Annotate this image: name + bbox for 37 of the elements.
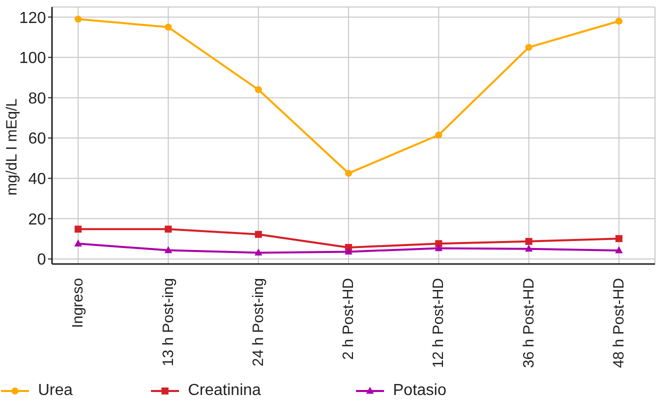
point <box>164 24 172 31</box>
point <box>525 238 532 245</box>
point <box>435 131 442 138</box>
y-axis-title: mg/dL I mEq/L <box>3 98 20 196</box>
point <box>434 244 443 252</box>
x-tick-label: 36 h Post-HD <box>520 278 538 368</box>
y-tick-label: 120 <box>19 10 46 27</box>
x-tick-label: 13 h Post-ing <box>160 278 177 366</box>
point <box>74 226 82 233</box>
point <box>164 226 172 233</box>
x-tick-label: 24 h Post-ing <box>250 278 267 366</box>
x-tick-label: 12 h Post-HD <box>430 278 448 368</box>
x-tick-label: 2 h Post-HD <box>340 278 358 360</box>
point <box>254 230 262 238</box>
y-tick-label: 40 <box>28 171 46 188</box>
point <box>615 246 623 254</box>
point <box>524 244 533 252</box>
y-tick-label: 20 <box>28 211 46 228</box>
point <box>615 235 622 242</box>
point <box>345 170 352 177</box>
x-tick-label: Ingreso <box>70 278 87 328</box>
point <box>615 18 622 25</box>
point <box>164 246 172 254</box>
y-tick-label: 60 <box>28 130 46 148</box>
legend-label: Urea <box>38 382 73 400</box>
legend-label: Creatinina <box>188 382 261 400</box>
point <box>254 248 262 256</box>
y-tick-label: 80 <box>28 90 46 108</box>
point <box>74 239 82 246</box>
legend-label: Potasio <box>393 382 446 400</box>
point <box>525 44 532 51</box>
x-tick-label: 48 h Post-HD <box>610 278 628 368</box>
y-tick-label: 0 <box>37 252 46 269</box>
point <box>254 86 262 94</box>
y-tick-label: 100 <box>19 50 46 68</box>
point <box>344 248 352 255</box>
point <box>74 16 82 23</box>
